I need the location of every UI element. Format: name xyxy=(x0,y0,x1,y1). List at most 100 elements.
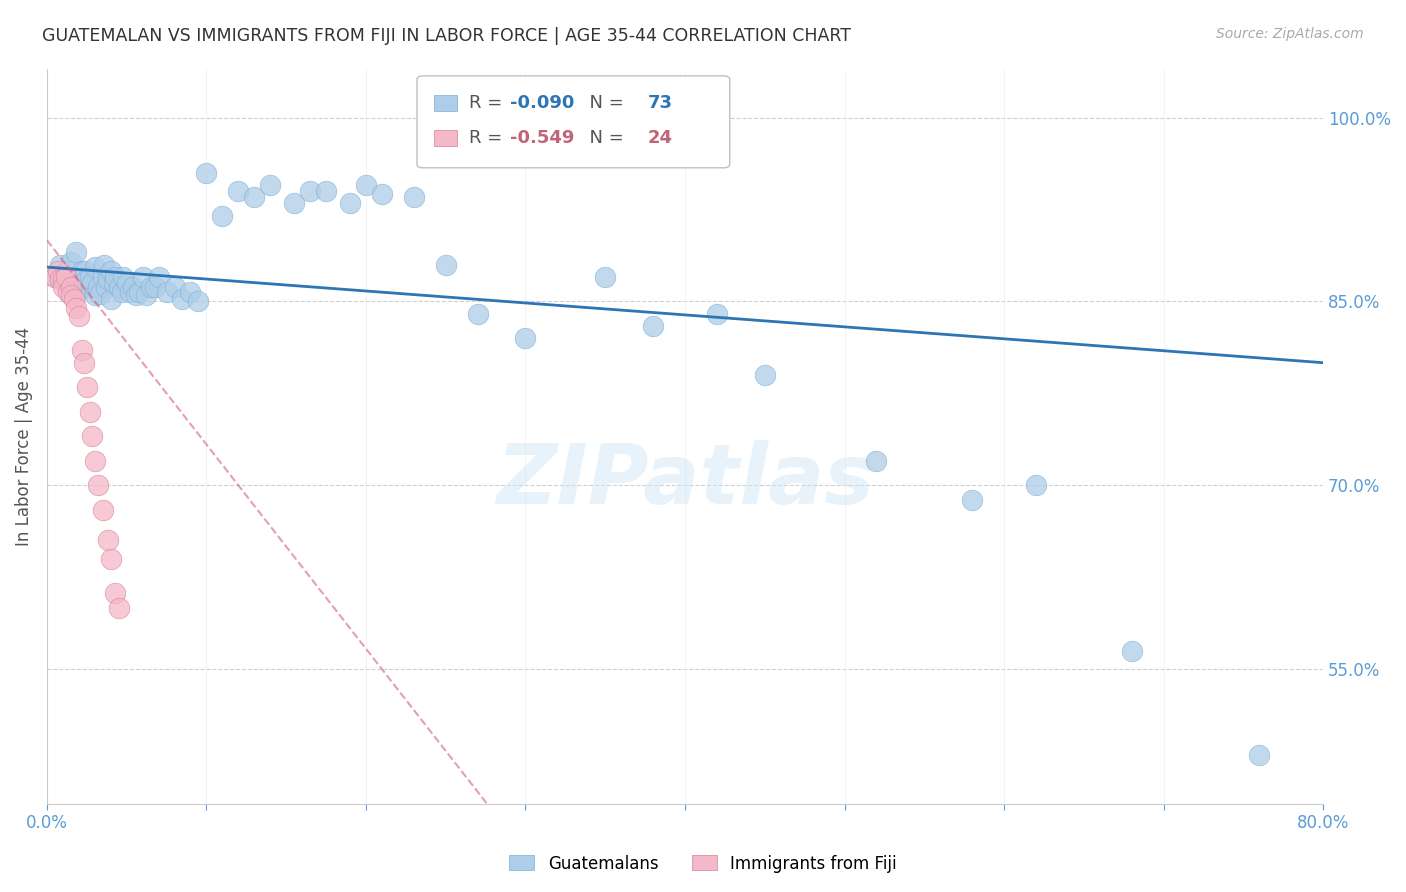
Point xyxy=(211,209,233,223)
Point xyxy=(63,272,86,286)
Text: -0.090: -0.090 xyxy=(510,94,575,112)
Bar xyxy=(433,130,457,146)
Point xyxy=(122,279,145,293)
Point xyxy=(56,285,79,299)
Point xyxy=(865,454,887,468)
Point xyxy=(79,405,101,419)
Point xyxy=(89,287,111,301)
Point xyxy=(94,279,117,293)
Point xyxy=(155,285,177,299)
Point xyxy=(1121,644,1143,658)
Point xyxy=(83,260,105,274)
Point xyxy=(593,269,616,284)
Point xyxy=(46,264,69,278)
Point xyxy=(52,272,75,286)
Text: N =: N = xyxy=(578,94,630,112)
Point xyxy=(59,288,82,302)
Point xyxy=(80,429,103,443)
Point xyxy=(402,190,425,204)
Y-axis label: In Labor Force | Age 35-44: In Labor Force | Age 35-44 xyxy=(15,326,32,546)
Point xyxy=(76,272,98,286)
Point xyxy=(283,196,305,211)
Text: GUATEMALAN VS IMMIGRANTS FROM FIJI IN LABOR FORCE | AGE 35-44 CORRELATION CHART: GUATEMALAN VS IMMIGRANTS FROM FIJI IN LA… xyxy=(42,27,851,45)
Point xyxy=(131,269,153,284)
Point xyxy=(228,184,250,198)
Point xyxy=(48,258,70,272)
Point xyxy=(115,276,138,290)
Point xyxy=(76,380,98,394)
Point xyxy=(72,275,94,289)
Point xyxy=(96,533,118,548)
Text: -0.549: -0.549 xyxy=(510,129,575,147)
Point xyxy=(259,178,281,192)
Text: N =: N = xyxy=(578,129,630,147)
Point xyxy=(72,356,94,370)
Point xyxy=(125,288,148,302)
Point xyxy=(100,264,122,278)
Point xyxy=(145,279,167,293)
Text: 73: 73 xyxy=(648,94,673,112)
Point xyxy=(52,268,75,282)
Point xyxy=(63,292,86,306)
Point xyxy=(91,503,114,517)
Point xyxy=(103,276,125,290)
Bar xyxy=(433,95,457,112)
Point xyxy=(77,279,100,293)
Point xyxy=(104,586,127,600)
Point xyxy=(107,600,129,615)
Point xyxy=(107,279,129,293)
Point xyxy=(59,255,82,269)
Point xyxy=(163,279,186,293)
Point xyxy=(467,307,489,321)
Point xyxy=(70,282,93,296)
Text: R =: R = xyxy=(470,129,509,147)
Point xyxy=(96,272,118,286)
Point xyxy=(1249,747,1271,762)
Point xyxy=(55,269,77,284)
Point xyxy=(67,309,90,323)
Point xyxy=(44,269,66,284)
Point xyxy=(75,264,97,278)
Point xyxy=(55,272,77,286)
Point xyxy=(515,331,537,345)
Point xyxy=(172,292,194,306)
Point xyxy=(195,166,218,180)
Point xyxy=(148,269,170,284)
Point xyxy=(243,190,266,204)
Point xyxy=(67,269,90,284)
Text: ZIPatlas: ZIPatlas xyxy=(496,440,875,521)
Point xyxy=(339,196,361,211)
Point xyxy=(59,279,82,293)
Point xyxy=(83,454,105,468)
Text: 24: 24 xyxy=(648,129,673,147)
Point xyxy=(104,269,127,284)
Point xyxy=(118,285,141,299)
Point xyxy=(65,282,87,296)
Point xyxy=(135,288,157,302)
Point xyxy=(70,264,93,278)
Point xyxy=(65,301,87,315)
Point xyxy=(56,264,79,278)
Text: Source: ZipAtlas.com: Source: ZipAtlas.com xyxy=(1216,27,1364,41)
Point xyxy=(52,279,75,293)
Point xyxy=(93,258,115,272)
Point xyxy=(128,285,150,299)
Point xyxy=(65,245,87,260)
Point xyxy=(83,288,105,302)
Point xyxy=(44,269,66,284)
Point xyxy=(111,285,134,299)
Point xyxy=(960,493,983,508)
Point xyxy=(299,184,322,198)
Point xyxy=(112,269,135,284)
Point xyxy=(1025,478,1047,492)
Point xyxy=(354,178,377,192)
Point xyxy=(80,276,103,290)
Point xyxy=(187,294,209,309)
Point xyxy=(87,478,110,492)
Point xyxy=(59,279,82,293)
Point xyxy=(371,186,394,201)
Point xyxy=(100,292,122,306)
Point xyxy=(87,279,110,293)
Point xyxy=(706,307,728,321)
Point xyxy=(48,272,70,286)
